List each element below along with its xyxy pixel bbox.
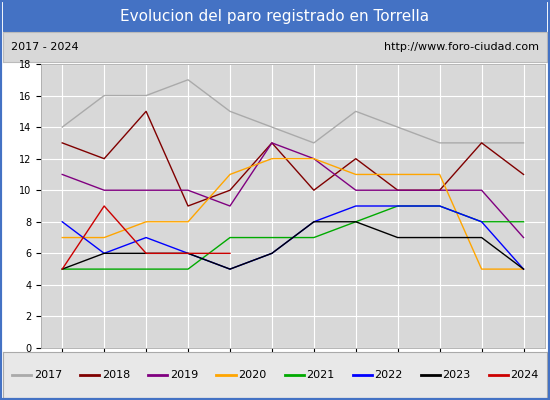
Text: Evolucion del paro registrado en Torrella: Evolucion del paro registrado en Torrell… — [120, 8, 430, 24]
Text: 2017: 2017 — [34, 370, 62, 380]
Text: 2021: 2021 — [306, 370, 334, 380]
Text: 2023: 2023 — [442, 370, 471, 380]
Text: 2022: 2022 — [375, 370, 403, 380]
Text: 2024: 2024 — [510, 370, 539, 380]
Text: 2017 - 2024: 2017 - 2024 — [11, 42, 79, 52]
Text: 2020: 2020 — [238, 370, 267, 380]
Text: 2018: 2018 — [102, 370, 130, 380]
Text: 2019: 2019 — [170, 370, 199, 380]
Text: http://www.foro-ciudad.com: http://www.foro-ciudad.com — [384, 42, 539, 52]
